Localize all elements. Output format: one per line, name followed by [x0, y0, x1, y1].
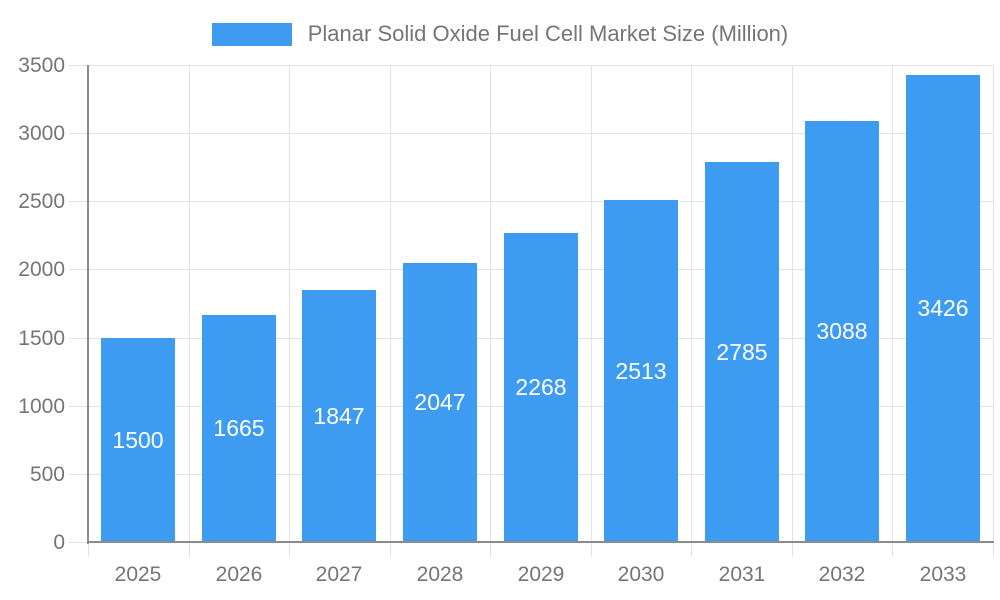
x-axis-tick	[490, 542, 491, 557]
bar[interactable]: 2513	[604, 200, 678, 542]
x-axis-label: 2030	[617, 563, 665, 586]
x-gridline	[892, 65, 893, 542]
x-gridline	[591, 65, 592, 542]
bar-value-label: 3426	[917, 295, 969, 321]
bar[interactable]: 3088	[805, 121, 879, 542]
bar[interactable]: 3426	[906, 75, 980, 542]
bar-value-label: 2268	[515, 374, 567, 400]
x-axis-label: 2026	[215, 563, 263, 586]
y-axis-tick	[69, 542, 88, 543]
bar-value-label: 2785	[716, 338, 768, 365]
x-gridline	[691, 65, 692, 542]
bar-value-label: 2047	[414, 389, 466, 415]
bar-value-label: 1847	[313, 402, 365, 429]
x-gridline	[993, 65, 994, 542]
y-axis-tick	[69, 201, 88, 202]
x-gridline	[390, 65, 391, 542]
legend-label[interactable]: Planar Solid Oxide Fuel Cell Market Size…	[307, 21, 789, 46]
x-gridline	[792, 65, 793, 542]
bar[interactable]: 1665	[202, 315, 276, 542]
x-axis-label: 2027	[315, 563, 363, 586]
x-axis-label: 2025	[114, 563, 162, 586]
bar-value-label: 2513	[615, 357, 667, 384]
y-axis-tick	[69, 269, 88, 270]
bar-value-label: 3088	[816, 318, 868, 344]
x-axis-tick	[993, 542, 994, 557]
y-axis-label: 500	[29, 463, 65, 486]
x-gridline	[490, 65, 491, 542]
x-axis-tick	[792, 542, 793, 557]
y-axis-tick	[69, 474, 88, 475]
chart-legend[interactable]: Planar Solid Oxide Fuel Cell Market Size…	[0, 21, 1000, 47]
y-axis-label: 2500	[18, 190, 65, 213]
y-gridline	[88, 65, 993, 66]
x-axis-tick	[88, 542, 89, 557]
x-axis-tick	[591, 542, 592, 557]
x-axis-tick	[189, 542, 190, 557]
y-axis-tick	[69, 338, 88, 339]
y-axis-tick	[69, 406, 88, 407]
x-axis-label: 2029	[517, 563, 565, 586]
bar[interactable]: 1847	[302, 290, 376, 542]
x-axis-line	[87, 541, 994, 543]
x-axis-label: 2033	[919, 563, 967, 586]
y-axis-label: 0	[53, 531, 65, 554]
y-axis-tick	[69, 65, 88, 66]
bar[interactable]: 2268	[504, 233, 578, 542]
bar-value-label: 1500	[112, 426, 164, 453]
y-axis-label: 3500	[18, 54, 65, 77]
bar[interactable]: 2785	[705, 162, 779, 542]
y-axis-label: 3000	[18, 122, 65, 145]
y-axis-label: 1500	[18, 327, 65, 350]
y-axis-label: 2000	[18, 258, 65, 281]
x-axis-tick	[892, 542, 893, 557]
legend-swatch[interactable]	[211, 22, 292, 46]
x-axis-tick	[390, 542, 391, 557]
x-axis-label: 2031	[718, 563, 766, 586]
x-gridline	[289, 65, 290, 542]
bar[interactable]: 2047	[403, 263, 477, 542]
y-axis-line	[87, 65, 89, 544]
x-axis-tick	[289, 542, 290, 557]
bar[interactable]: 1500	[101, 338, 175, 542]
y-axis-tick	[69, 133, 88, 134]
y-axis-label: 1000	[18, 395, 65, 418]
y-gridline	[88, 133, 993, 134]
x-gridline	[189, 65, 190, 542]
y-gridline	[88, 201, 993, 202]
x-axis-label: 2028	[416, 563, 464, 586]
bar-value-label: 1665	[213, 415, 265, 441]
x-axis-label: 2032	[818, 563, 866, 586]
x-axis-tick	[691, 542, 692, 557]
